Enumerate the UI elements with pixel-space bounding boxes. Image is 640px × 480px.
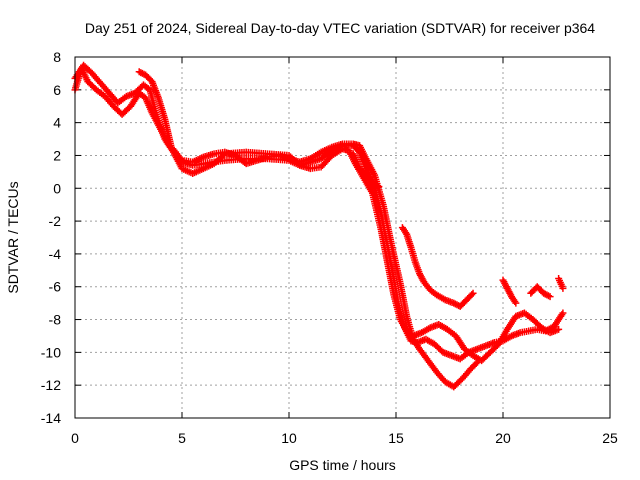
y-tick-label: -14 <box>41 410 61 426</box>
series-track-f <box>499 276 520 307</box>
plot-frame <box>74 56 611 419</box>
data-point <box>512 299 520 307</box>
data-point <box>468 291 476 299</box>
y-tick-label: 8 <box>53 49 61 65</box>
data-series <box>71 61 567 391</box>
y-tick-label: -12 <box>41 377 61 393</box>
x-axis-label: GPS time / hours <box>289 457 396 473</box>
x-tick-label: 25 <box>602 430 618 446</box>
data-point <box>546 293 554 301</box>
y-tick-label: 0 <box>53 180 61 196</box>
y-tick-label: 6 <box>53 82 61 98</box>
x-tick-label: 20 <box>495 430 511 446</box>
series-track-h <box>555 275 567 292</box>
y-tick-label: -10 <box>41 344 61 360</box>
chart-title: Day 251 of 2024, Sidereal Day-to-day VTE… <box>85 20 595 36</box>
series-track-e <box>398 224 477 310</box>
series-track-g <box>527 283 554 301</box>
data-point <box>559 309 567 317</box>
axis-ticks: 0 5 10 15 20 25 -14 -12 -10 -8 -6 -4 -2 0 2 4 6 8 <box>41 49 618 446</box>
series-track-b <box>71 61 563 365</box>
y-tick-label: -4 <box>49 246 62 262</box>
y-tick-label: 4 <box>53 115 61 131</box>
x-tick-label: 0 <box>71 430 79 446</box>
x-tick-label: 5 <box>178 430 186 446</box>
data-point <box>473 358 481 366</box>
x-tick-label: 10 <box>281 430 297 446</box>
x-tick-label: 15 <box>388 430 404 446</box>
series-track-a <box>71 64 567 363</box>
data-point <box>472 360 480 368</box>
series-track-d <box>349 150 383 191</box>
y-tick-label: -8 <box>49 312 62 328</box>
grid <box>75 57 610 418</box>
data-point <box>555 325 563 333</box>
y-tick-label: -6 <box>49 279 62 295</box>
data-point <box>559 284 567 292</box>
y-tick-label: 2 <box>53 147 61 163</box>
data-point <box>375 183 383 191</box>
data-point <box>469 289 477 297</box>
series-track-c <box>135 68 481 391</box>
y-axis-label: SDTVAR / TECUs <box>5 181 21 293</box>
y-tick-label: -2 <box>49 213 62 229</box>
